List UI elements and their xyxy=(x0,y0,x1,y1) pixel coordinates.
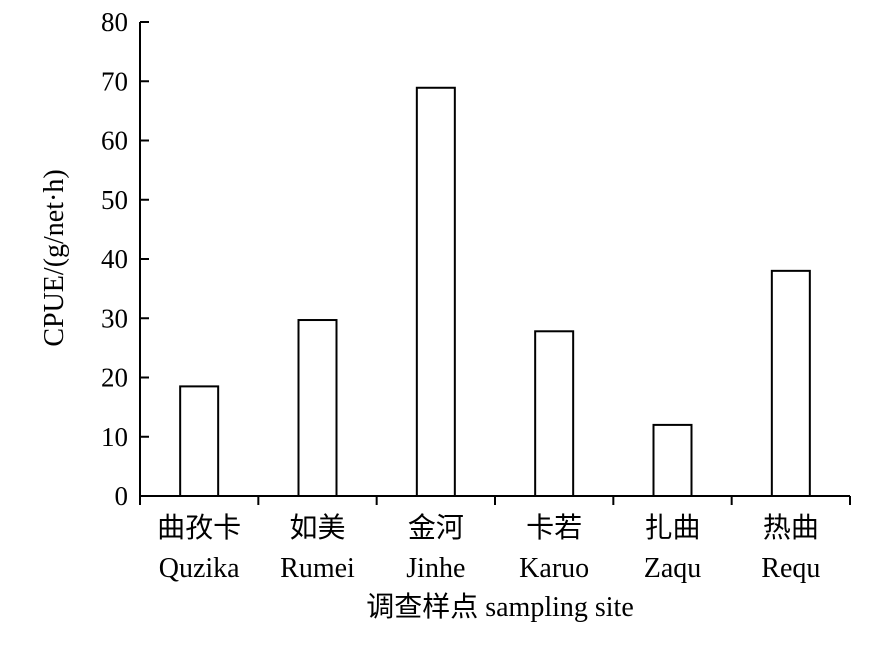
bar-rumei xyxy=(297,319,338,497)
x-category-label-zh: 卡若 xyxy=(526,512,582,544)
x-category-label-en: Jinhe xyxy=(406,553,465,584)
bar-karuo xyxy=(534,330,575,497)
y-tick-label-30: 30 xyxy=(101,303,128,333)
y-tick-label-40: 40 xyxy=(101,244,128,274)
x-category-label-zh: 扎曲 xyxy=(644,512,700,544)
y-tick-label-10: 10 xyxy=(101,422,128,452)
bar-zaqu xyxy=(652,423,693,497)
x-category-label-zh: 如美 xyxy=(289,512,345,544)
labels-layer: 0 10 20 30 40 50 60 70 80 曲孜卡 Quzika 如美 Rumei 金河 Jinhe… xyxy=(101,7,820,584)
y-tick-label-20: 20 xyxy=(101,363,128,393)
x-category-label-en: Zaqu xyxy=(644,553,702,584)
x-category-label-zh: 热曲 xyxy=(763,512,819,544)
y-tick-label-60: 60 xyxy=(101,126,128,156)
y-tick-label-70: 70 xyxy=(101,66,128,96)
bar-quzika xyxy=(179,385,220,498)
y-tick-label-80: 80 xyxy=(101,7,128,37)
y-tick-label-0: 0 xyxy=(115,481,129,511)
bar-requ xyxy=(770,269,811,497)
bar-jinhe xyxy=(415,86,456,498)
y-tick-label-50: 50 xyxy=(101,185,128,215)
x-category-label-en: Quzika xyxy=(159,553,240,584)
x-category-label-zh: 金河 xyxy=(408,512,464,544)
x-category-label-zh: 曲孜卡 xyxy=(157,512,241,544)
axes-layer xyxy=(139,21,851,505)
x-category-label-en: Rumei xyxy=(280,553,355,584)
bars-layer xyxy=(179,86,811,498)
x-category-label-en: Karuo xyxy=(519,553,589,584)
x-category-label-en: Requ xyxy=(761,553,820,584)
x-axis-title: 调查样点 sampling site xyxy=(366,591,634,623)
y-axis-title: CPUE/(g/net·h) xyxy=(39,169,70,346)
